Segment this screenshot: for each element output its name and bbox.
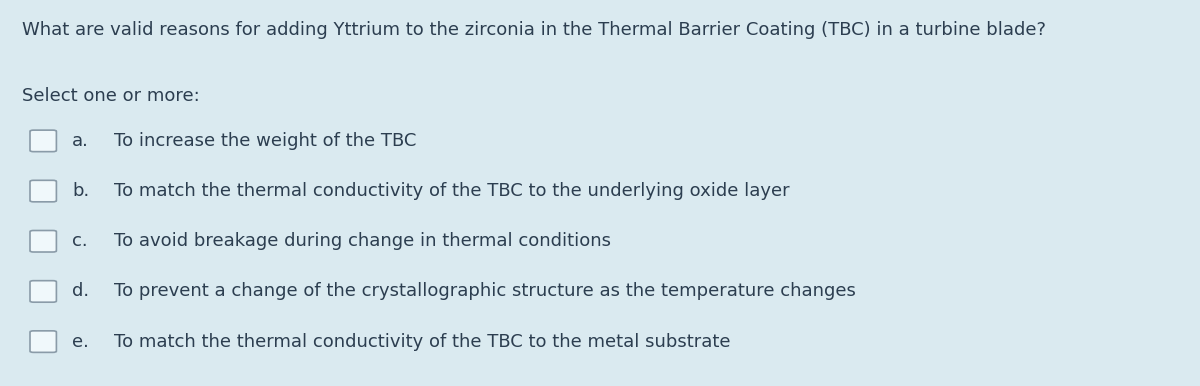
Text: To increase the weight of the TBC: To increase the weight of the TBC xyxy=(114,132,416,150)
Text: c.: c. xyxy=(72,232,88,250)
Text: a.: a. xyxy=(72,132,89,150)
Text: What are valid reasons for adding Yttrium to the zirconia in the Thermal Barrier: What are valid reasons for adding Yttriu… xyxy=(22,21,1045,39)
Text: b.: b. xyxy=(72,182,89,200)
Text: Select one or more:: Select one or more: xyxy=(22,87,199,105)
Text: To match the thermal conductivity of the TBC to the metal substrate: To match the thermal conductivity of the… xyxy=(114,333,731,350)
Text: To match the thermal conductivity of the TBC to the underlying oxide layer: To match the thermal conductivity of the… xyxy=(114,182,790,200)
FancyBboxPatch shape xyxy=(30,180,56,202)
FancyBboxPatch shape xyxy=(30,230,56,252)
Text: To avoid breakage during change in thermal conditions: To avoid breakage during change in therm… xyxy=(114,232,611,250)
Text: e.: e. xyxy=(72,333,89,350)
Text: To prevent a change of the crystallographic structure as the temperature changes: To prevent a change of the crystallograp… xyxy=(114,283,856,300)
Text: d.: d. xyxy=(72,283,89,300)
FancyBboxPatch shape xyxy=(30,331,56,352)
FancyBboxPatch shape xyxy=(30,281,56,302)
FancyBboxPatch shape xyxy=(30,130,56,152)
